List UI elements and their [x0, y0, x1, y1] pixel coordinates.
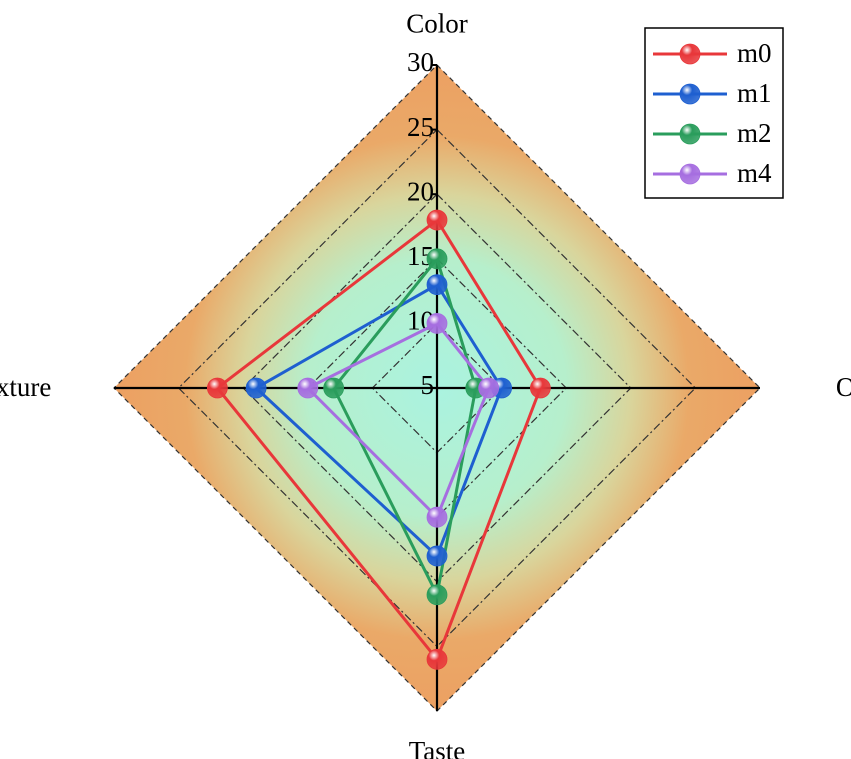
data-point — [206, 377, 228, 399]
data-point — [323, 377, 345, 399]
tick-label: 30 — [407, 47, 434, 77]
legend-label: m2 — [737, 118, 772, 148]
data-point — [426, 506, 448, 528]
axis-label: Odor — [836, 372, 851, 402]
grid-line — [306, 257, 568, 519]
tick-label: 25 — [407, 112, 434, 142]
data-point — [426, 209, 448, 231]
grid-line — [177, 128, 697, 648]
legend — [644, 27, 784, 199]
data-point — [426, 274, 448, 296]
axis-label: Taste — [409, 736, 466, 759]
data-point — [245, 377, 267, 399]
legend-marker — [679, 83, 701, 105]
tick-label: 20 — [407, 176, 434, 206]
legend-label: m4 — [737, 158, 772, 188]
axis-label: Texture — [0, 372, 51, 402]
tick-label: 5 — [421, 370, 435, 400]
data-point — [529, 377, 551, 399]
data-point — [478, 377, 500, 399]
data-point — [426, 312, 448, 334]
legend-label: m1 — [737, 78, 772, 108]
axis-label: Color — [406, 9, 468, 39]
legend-label: m0 — [737, 38, 772, 68]
data-point — [297, 377, 319, 399]
data-point — [426, 584, 448, 606]
legend-marker — [679, 43, 701, 65]
legend-marker — [679, 163, 701, 185]
legend-marker — [679, 123, 701, 145]
data-point — [426, 648, 448, 670]
data-point — [426, 545, 448, 567]
data-point — [426, 248, 448, 270]
